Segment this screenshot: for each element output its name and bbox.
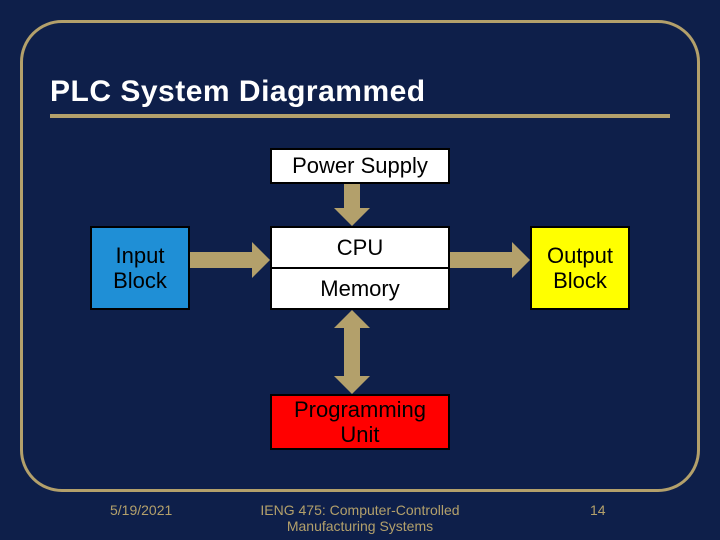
label-output-block: OutputBlock (547, 243, 613, 294)
footer-course: IENG 475: Computer-Controlled Manufactur… (230, 502, 490, 534)
footer-page: 14 (590, 502, 606, 518)
box-programming-unit: ProgrammingUnit (270, 394, 450, 450)
title-underline (50, 114, 670, 118)
slide-title: PLC System Diagrammed (50, 75, 670, 113)
arrow-ps-to-cpu (334, 184, 370, 226)
box-power-supply: Power Supply (270, 148, 450, 184)
label-memory: Memory (272, 269, 448, 308)
label-cpu: CPU (272, 228, 448, 267)
footer-date: 5/19/2021 (110, 502, 172, 518)
label-input-block: InputBlock (113, 243, 167, 294)
arrow-cpu-prog (334, 310, 370, 394)
arrow-input-to-cpu (190, 242, 270, 278)
box-cpu-memory: CPU Memory (270, 226, 450, 310)
label-programming-unit: ProgrammingUnit (294, 397, 426, 448)
label-power-supply: Power Supply (292, 153, 428, 178)
box-output-block: OutputBlock (530, 226, 630, 310)
slide: PLC System Diagrammed Power Supply Input… (0, 0, 720, 540)
box-input-block: InputBlock (90, 226, 190, 310)
title-wrap: PLC System Diagrammed (50, 75, 670, 113)
arrow-cpu-to-output (450, 242, 530, 278)
